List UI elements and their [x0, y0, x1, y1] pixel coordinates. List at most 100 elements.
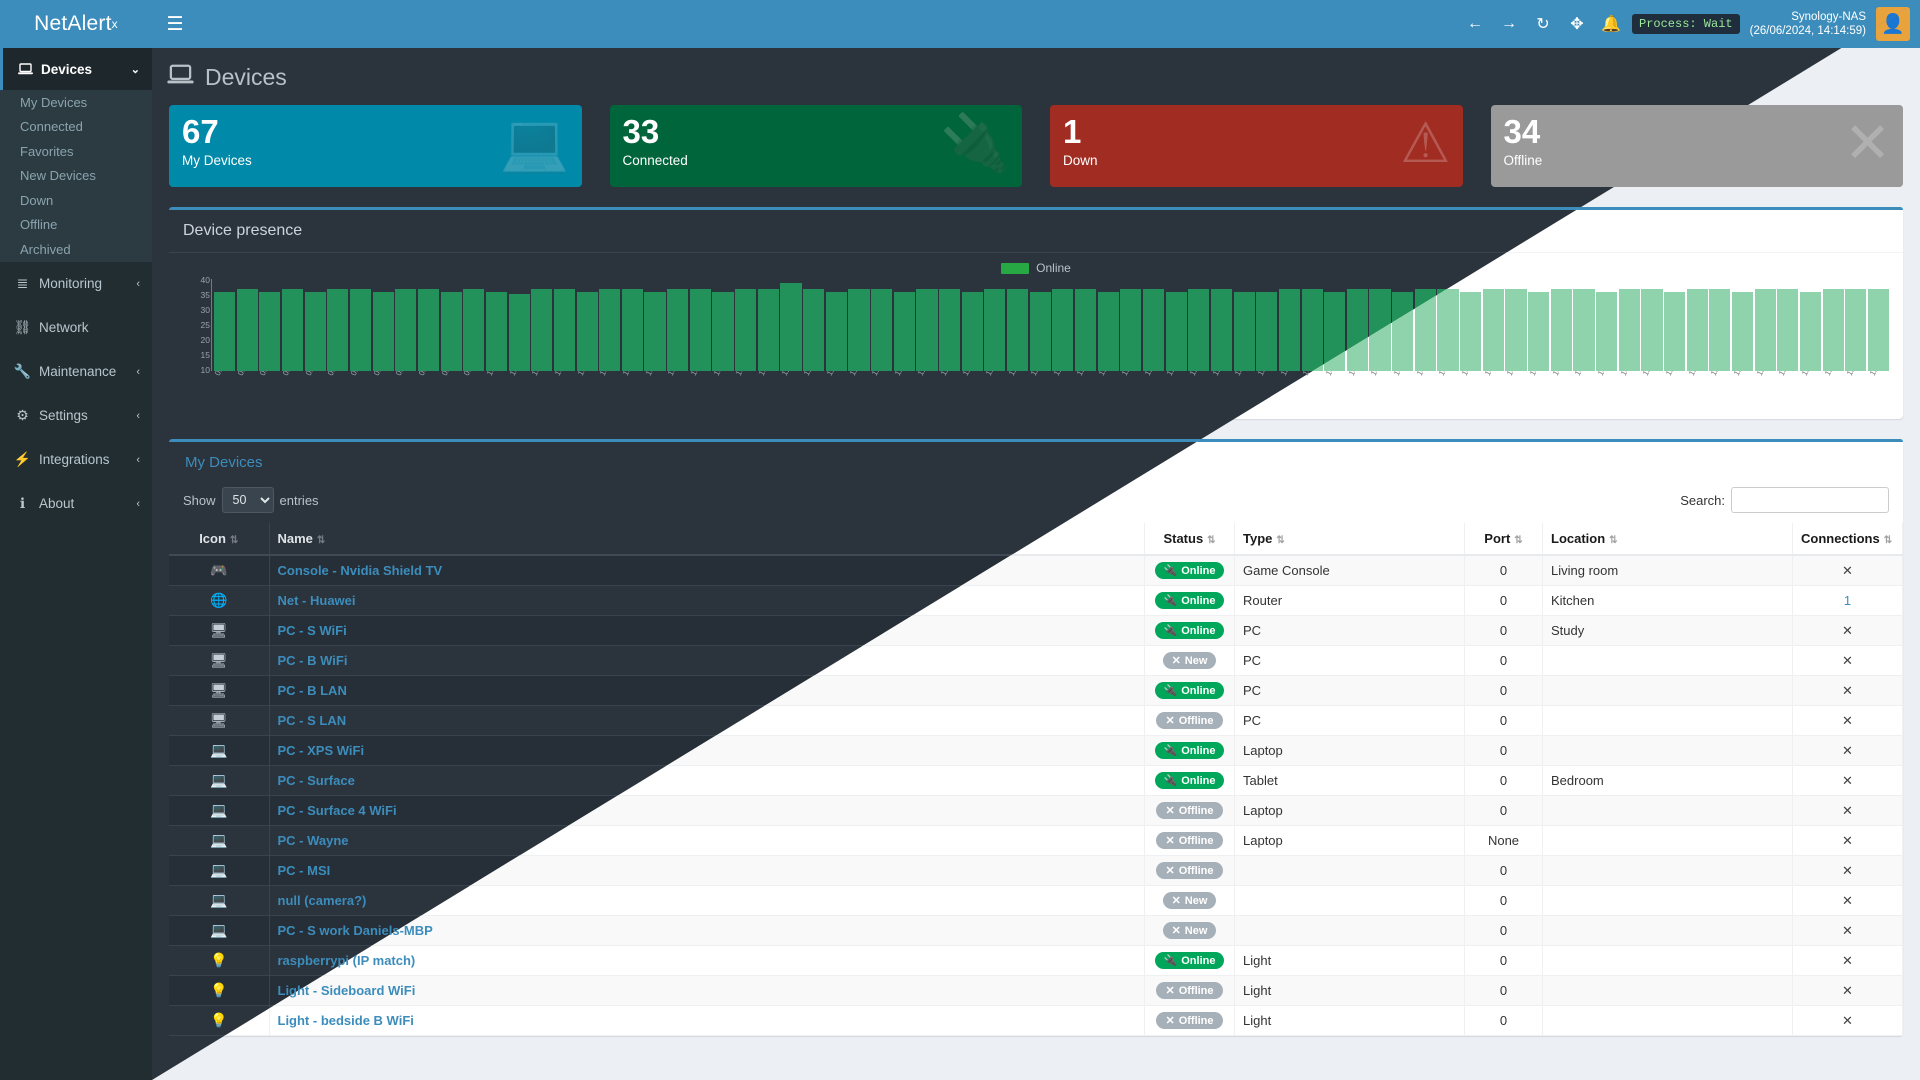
- connections-value: ✕: [1842, 652, 1853, 668]
- device-name-link[interactable]: PC - Wayne: [277, 833, 349, 848]
- sidebar-item-about[interactable]: ℹ About ‹: [0, 482, 152, 526]
- column-header-port[interactable]: Port⇅: [1464, 523, 1543, 556]
- connections-value[interactable]: 1: [1843, 593, 1852, 608]
- status-badge-label: Online: [1181, 744, 1216, 757]
- move-icon[interactable]: ✥: [1570, 16, 1584, 33]
- status-badge-label: Online: [1181, 684, 1216, 697]
- sidebar-subitem-new-devices[interactable]: New Devices: [0, 163, 152, 188]
- device-name-link[interactable]: PC - Surface: [277, 773, 355, 788]
- chart-bar: [599, 288, 621, 371]
- forward-arrow-icon[interactable]: →: [1501, 15, 1517, 32]
- search-input[interactable]: [1731, 487, 1889, 513]
- chart-bar: [1074, 288, 1097, 371]
- sidebar-subitem-my-devices[interactable]: My Devices: [0, 90, 152, 115]
- sidebar-subitem-offline[interactable]: Offline: [0, 212, 152, 237]
- device-name-link[interactable]: null (camera?): [277, 893, 367, 908]
- column-header-icon[interactable]: Icon⇅: [169, 523, 270, 556]
- device-name-link[interactable]: PC - XPS WiFi: [277, 743, 365, 758]
- device-name-link[interactable]: PC - MSI: [277, 863, 331, 878]
- back-arrow-icon[interactable]: ←: [1467, 15, 1483, 32]
- column-header-type[interactable]: Type⇅: [1234, 523, 1465, 556]
- search-label: Search:: [1680, 492, 1725, 508]
- globe-icon: 🌐: [210, 592, 228, 608]
- device-name-link[interactable]: Console - Nvidia Shield TV: [277, 563, 443, 578]
- chart-bar: [1029, 291, 1051, 371]
- status-badge: 🔌Online: [1154, 562, 1225, 579]
- chart-bar: [372, 291, 394, 371]
- cell-location: [1542, 645, 1793, 676]
- cell-type: Tablet: [1234, 765, 1465, 796]
- status-badge: ✕Offline: [1156, 832, 1223, 849]
- column-header-location[interactable]: Location⇅: [1542, 523, 1793, 556]
- device-name-link[interactable]: PC - Surface 4 WiFi: [277, 803, 397, 818]
- cell-location: Bedroom: [1542, 765, 1793, 796]
- sidebar-item-integrations[interactable]: ⚡ Integrations ‹: [0, 438, 152, 482]
- y-tick: 15: [200, 350, 210, 360]
- sidebar-item-monitoring[interactable]: ≣ Monitoring ‹: [0, 262, 152, 306]
- sidebar-subitem-archived[interactable]: Archived: [0, 237, 152, 262]
- cell-port: 0: [1464, 1005, 1543, 1036]
- device-name-link[interactable]: PC - B LAN: [277, 683, 347, 698]
- menu-toggle-icon[interactable]: ☰: [166, 13, 184, 35]
- warning-triangle-icon: ⚠: [1400, 111, 1451, 174]
- connections-value: ✕: [1842, 772, 1853, 788]
- legend-label-online: Online: [1036, 261, 1071, 275]
- column-header-name[interactable]: Name⇅: [269, 523, 1145, 556]
- sidebar-item-network[interactable]: ⛓ Network: [0, 306, 152, 350]
- stat-box-my-devices[interactable]: 67 My Devices 💻: [169, 105, 582, 187]
- status-badge-icon: ✕: [1165, 1015, 1175, 1027]
- stat-box-connected[interactable]: 33 Connected 🔌: [609, 105, 1022, 187]
- sidebar-main-list: ≣ Monitoring ‹ ⛓ Network 🔧 Maintenance ‹ ⚙ Settin…: [0, 262, 152, 526]
- desktop-icon: 🖥: [209, 682, 228, 698]
- column-header-connections[interactable]: Connections⇅: [1792, 523, 1903, 556]
- device-name-link[interactable]: PC - B WiFi: [277, 653, 348, 668]
- chart-bar: [1301, 288, 1323, 371]
- column-header-status[interactable]: Status⇅: [1144, 523, 1235, 556]
- chart-bar: [281, 288, 304, 371]
- tab-my-devices[interactable]: My Devices: [185, 454, 263, 471]
- connections-value: ✕: [1842, 1012, 1853, 1028]
- stat-box-down[interactable]: 1 Down ⚠: [1050, 105, 1463, 187]
- sidebar-subitem-connected[interactable]: Connected: [0, 114, 152, 139]
- sidebar-item-maintenance[interactable]: 🔧 Maintenance ‹: [0, 350, 152, 394]
- sidebar-subitem-favorites[interactable]: Favorites: [0, 139, 152, 164]
- cell-type: Laptop: [1234, 795, 1465, 826]
- cell-status: 🔌Online: [1144, 585, 1235, 616]
- bell-icon[interactable]: 🔔: [1601, 16, 1621, 33]
- stat-value: 34: [1503, 113, 1541, 150]
- connections-value: ✕: [1842, 982, 1853, 998]
- status-badge-label: Online: [1181, 774, 1216, 787]
- sidebar-item-devices[interactable]: Devices ⌄: [0, 48, 152, 90]
- device-name-link[interactable]: PC - S LAN: [277, 713, 347, 728]
- device-name-link[interactable]: Light - bedside B WiFi: [277, 1013, 414, 1028]
- chart-bar: [825, 291, 847, 371]
- column-label: Name: [277, 531, 313, 546]
- chart-bar: [803, 288, 825, 371]
- sidebar-item-settings[interactable]: ⚙ Settings ‹: [0, 394, 152, 438]
- cell-connections: ✕: [1792, 615, 1903, 646]
- page-size-select[interactable]: 102550100: [221, 487, 274, 513]
- column-label: Type: [1243, 531, 1273, 546]
- sidebar-item-label: Maintenance: [39, 364, 117, 379]
- device-name-link[interactable]: PC - S WiFi: [277, 623, 347, 638]
- status-badge-label: Offline: [1178, 714, 1214, 727]
- sidebar-subitem-down[interactable]: Down: [0, 188, 152, 213]
- refresh-icon[interactable]: ↻: [1536, 16, 1550, 33]
- column-label: Icon: [199, 531, 226, 546]
- connections-value: ✕: [1842, 892, 1853, 908]
- stat-value: 67: [182, 113, 219, 150]
- chart-bar: [349, 288, 372, 371]
- device-name-link[interactable]: Net - Huawei: [277, 593, 356, 608]
- status-badge-icon: ✕: [1171, 895, 1181, 907]
- laptop-icon: 💻: [499, 111, 570, 174]
- cell-type: Router: [1234, 585, 1465, 616]
- sort-icon: ⇅: [316, 535, 326, 546]
- status-badge: ✕Offline: [1156, 802, 1223, 819]
- device-name-link[interactable]: Light - Sideboard WiFi: [277, 983, 416, 998]
